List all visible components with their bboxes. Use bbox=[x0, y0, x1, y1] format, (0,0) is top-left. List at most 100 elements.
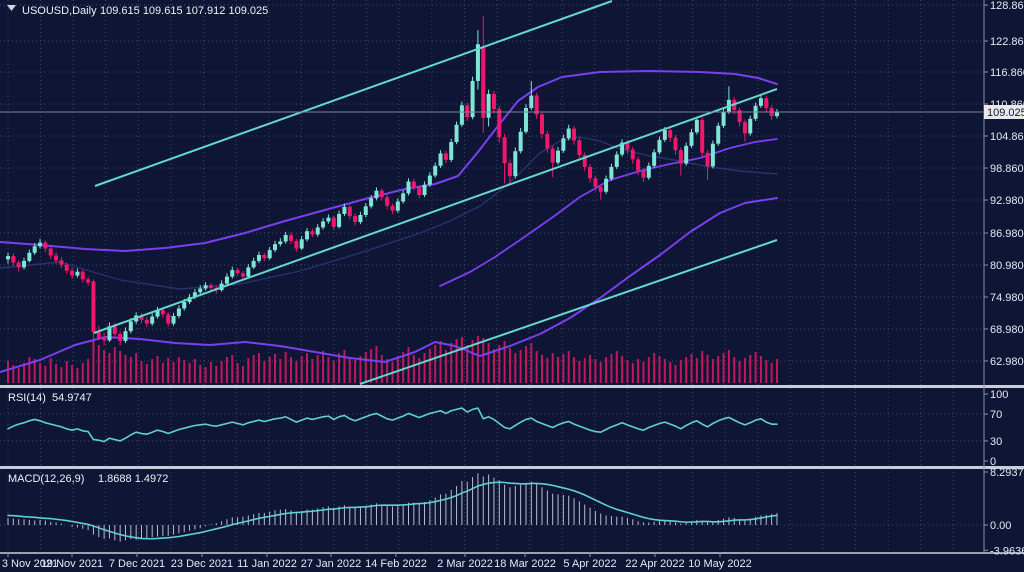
candle-down bbox=[16, 262, 21, 268]
candle-up bbox=[529, 95, 534, 108]
candle-down bbox=[70, 270, 75, 276]
macd-label: MACD(12,26,9) bbox=[8, 473, 84, 485]
current-price-tag-value: 109.025 bbox=[987, 107, 1024, 119]
candle-down bbox=[166, 314, 171, 324]
candle-up bbox=[75, 271, 80, 276]
candle-up bbox=[662, 130, 667, 140]
candle-down bbox=[11, 256, 16, 263]
candle-up bbox=[523, 107, 528, 132]
candle-up bbox=[256, 254, 261, 261]
time-axis-label: 27 Jan 2022 bbox=[301, 558, 362, 570]
candle-up bbox=[561, 138, 566, 151]
candle-down bbox=[59, 260, 64, 265]
candle-down bbox=[625, 142, 630, 150]
upper-channel-trendline[interactable] bbox=[94, 0, 613, 187]
candle-down bbox=[668, 130, 673, 138]
candle-down bbox=[443, 153, 448, 160]
candle-up bbox=[273, 244, 277, 251]
candle-up bbox=[422, 184, 427, 195]
candle-up bbox=[710, 143, 715, 167]
candle-up bbox=[203, 285, 208, 289]
candle-down bbox=[572, 128, 577, 141]
candle-up bbox=[689, 132, 694, 146]
time-axis-label: 23 Dec 2021 bbox=[171, 558, 233, 570]
candle-down bbox=[54, 255, 59, 261]
symbol-timeframe-label: USOUSD,Daily bbox=[22, 5, 97, 17]
candle-down bbox=[262, 254, 267, 259]
current-price-tag bbox=[984, 105, 1024, 119]
lower-channel-trendline[interactable] bbox=[359, 239, 778, 385]
upper-band bbox=[0, 70, 778, 252]
candle-down bbox=[43, 242, 48, 249]
candle-down bbox=[593, 178, 598, 187]
candle-up bbox=[6, 256, 10, 260]
candle-up bbox=[518, 131, 523, 152]
candle-down bbox=[96, 332, 101, 338]
candle-up bbox=[401, 193, 406, 202]
candle-up bbox=[171, 316, 176, 324]
candle-up bbox=[374, 190, 379, 199]
candle-up bbox=[652, 152, 657, 166]
candle-up bbox=[278, 241, 283, 245]
candle-down bbox=[102, 337, 107, 341]
candle-down bbox=[289, 234, 294, 241]
candle-down bbox=[705, 152, 710, 167]
candle-up bbox=[475, 44, 480, 81]
time-axis-label: 14 Feb 2022 bbox=[365, 558, 427, 570]
candle-up bbox=[427, 175, 432, 185]
ohlc-values: 109.615 109.615 107.912 109.025 bbox=[100, 5, 268, 17]
mid-band bbox=[439, 138, 778, 287]
candle-up bbox=[646, 165, 651, 178]
panel-separator[interactable] bbox=[0, 466, 1024, 469]
candle-up bbox=[107, 326, 112, 341]
price-axis-label: 92.980 bbox=[990, 195, 1024, 207]
candle-down bbox=[507, 163, 512, 177]
candle-down bbox=[310, 231, 315, 235]
time-axis-label: 10 May 2022 bbox=[688, 558, 752, 570]
price-axis-label: 62.980 bbox=[990, 356, 1024, 368]
rsi-axis-label: 30 bbox=[990, 436, 1002, 448]
time-axis-label: 3 Nov 2021 bbox=[2, 558, 58, 570]
candle-down bbox=[91, 281, 96, 333]
price-axis-label: 116.860 bbox=[990, 67, 1024, 79]
trendlines[interactable] bbox=[93, 0, 778, 385]
candle-down bbox=[497, 109, 502, 138]
candle-up bbox=[684, 145, 689, 164]
panel-separator[interactable] bbox=[0, 385, 1024, 388]
time-axis-label: 18 Mar 2022 bbox=[494, 558, 556, 570]
candle-up bbox=[459, 105, 464, 125]
candle-up bbox=[369, 198, 374, 207]
candle-up bbox=[198, 288, 203, 293]
candle-down bbox=[48, 248, 53, 256]
candle-up bbox=[454, 124, 459, 143]
candle-up bbox=[513, 151, 518, 177]
candle-up bbox=[566, 128, 571, 139]
candle-down bbox=[540, 114, 544, 134]
candle-up bbox=[433, 165, 438, 176]
candle-up bbox=[176, 308, 181, 317]
candle-up bbox=[363, 206, 368, 215]
panel-separator[interactable] bbox=[0, 552, 1024, 554]
candle-up bbox=[694, 119, 699, 133]
candle-up bbox=[604, 178, 609, 192]
candle-down bbox=[86, 279, 91, 283]
candle-up bbox=[192, 292, 197, 298]
candle-down bbox=[390, 205, 395, 211]
candle-down bbox=[491, 93, 496, 110]
candle-up bbox=[321, 221, 326, 228]
candle-up bbox=[230, 270, 235, 277]
macd-axis-label: 8.2937 bbox=[990, 467, 1024, 479]
candle-up bbox=[246, 267, 251, 277]
candle-up bbox=[123, 331, 128, 341]
candle-down bbox=[208, 285, 213, 288]
symbol-dropdown-icon[interactable] bbox=[7, 5, 16, 11]
candle-down bbox=[294, 240, 299, 249]
support-trendline[interactable] bbox=[93, 88, 778, 334]
candle-up bbox=[283, 234, 288, 242]
price-axis-label: 128.860 bbox=[990, 0, 1024, 12]
panel-separators[interactable] bbox=[0, 385, 1024, 554]
macd-values: 1.8688 1.4972 bbox=[98, 473, 168, 485]
rsi-line bbox=[7, 407, 778, 443]
